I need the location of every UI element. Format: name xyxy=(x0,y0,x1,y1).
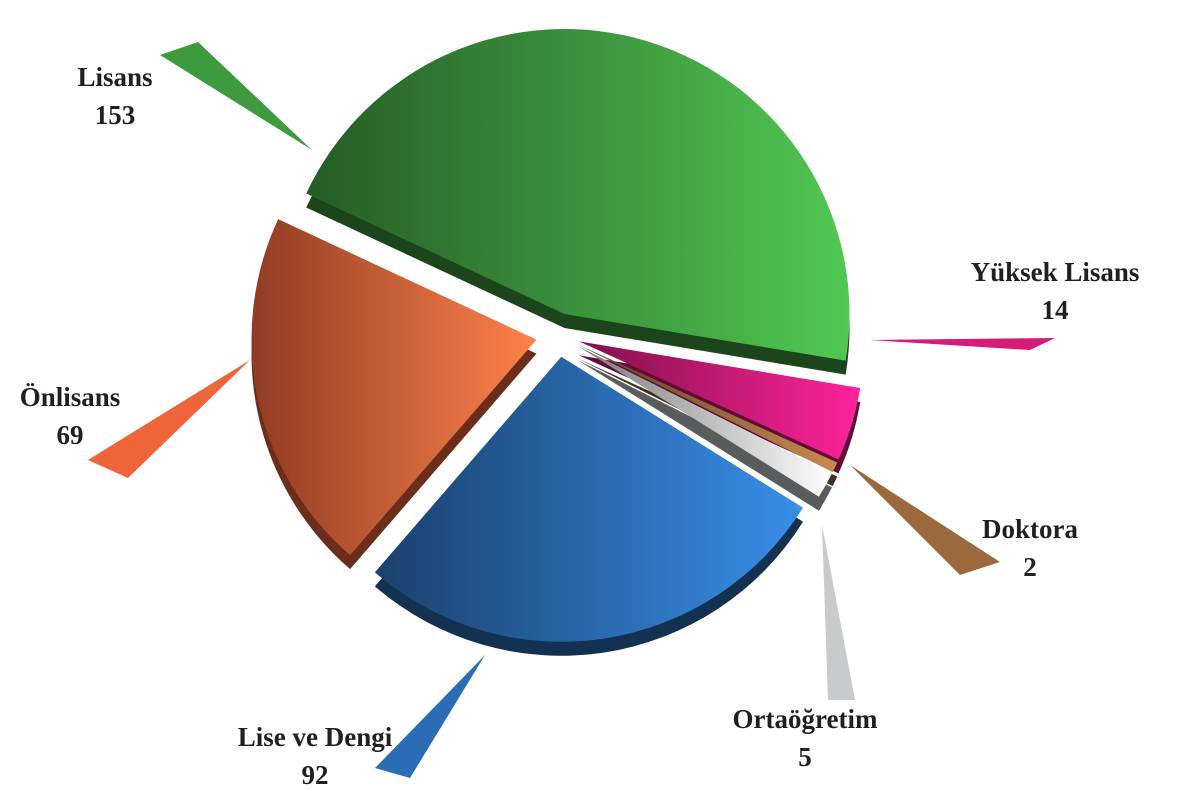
value-label: 2 xyxy=(1023,552,1037,582)
leader xyxy=(88,360,250,478)
value-label: 92 xyxy=(302,760,329,790)
slice-label: Yüksek Lisans xyxy=(971,257,1140,287)
slice-label: Doktora xyxy=(982,514,1078,544)
value-label: 69 xyxy=(57,420,84,450)
leader xyxy=(160,42,312,150)
slice xyxy=(579,341,861,460)
leader xyxy=(822,525,855,700)
leader xyxy=(850,465,1000,575)
slice xyxy=(251,219,537,556)
leader xyxy=(870,338,1055,350)
slice xyxy=(577,345,832,497)
slice-label: Lisans xyxy=(77,62,152,92)
slice xyxy=(306,28,850,361)
value-label: 5 xyxy=(798,742,812,772)
slice xyxy=(577,344,838,473)
slice-label: Ortaöğretim xyxy=(733,704,878,734)
value-label: 14 xyxy=(1042,295,1069,325)
slice xyxy=(374,356,804,642)
slice-label: Önlisans xyxy=(20,382,121,412)
value-label: 153 xyxy=(95,100,136,130)
leader xyxy=(375,655,485,778)
slice-side xyxy=(577,359,832,511)
slice-label: Lise ve Dengi xyxy=(238,722,393,752)
